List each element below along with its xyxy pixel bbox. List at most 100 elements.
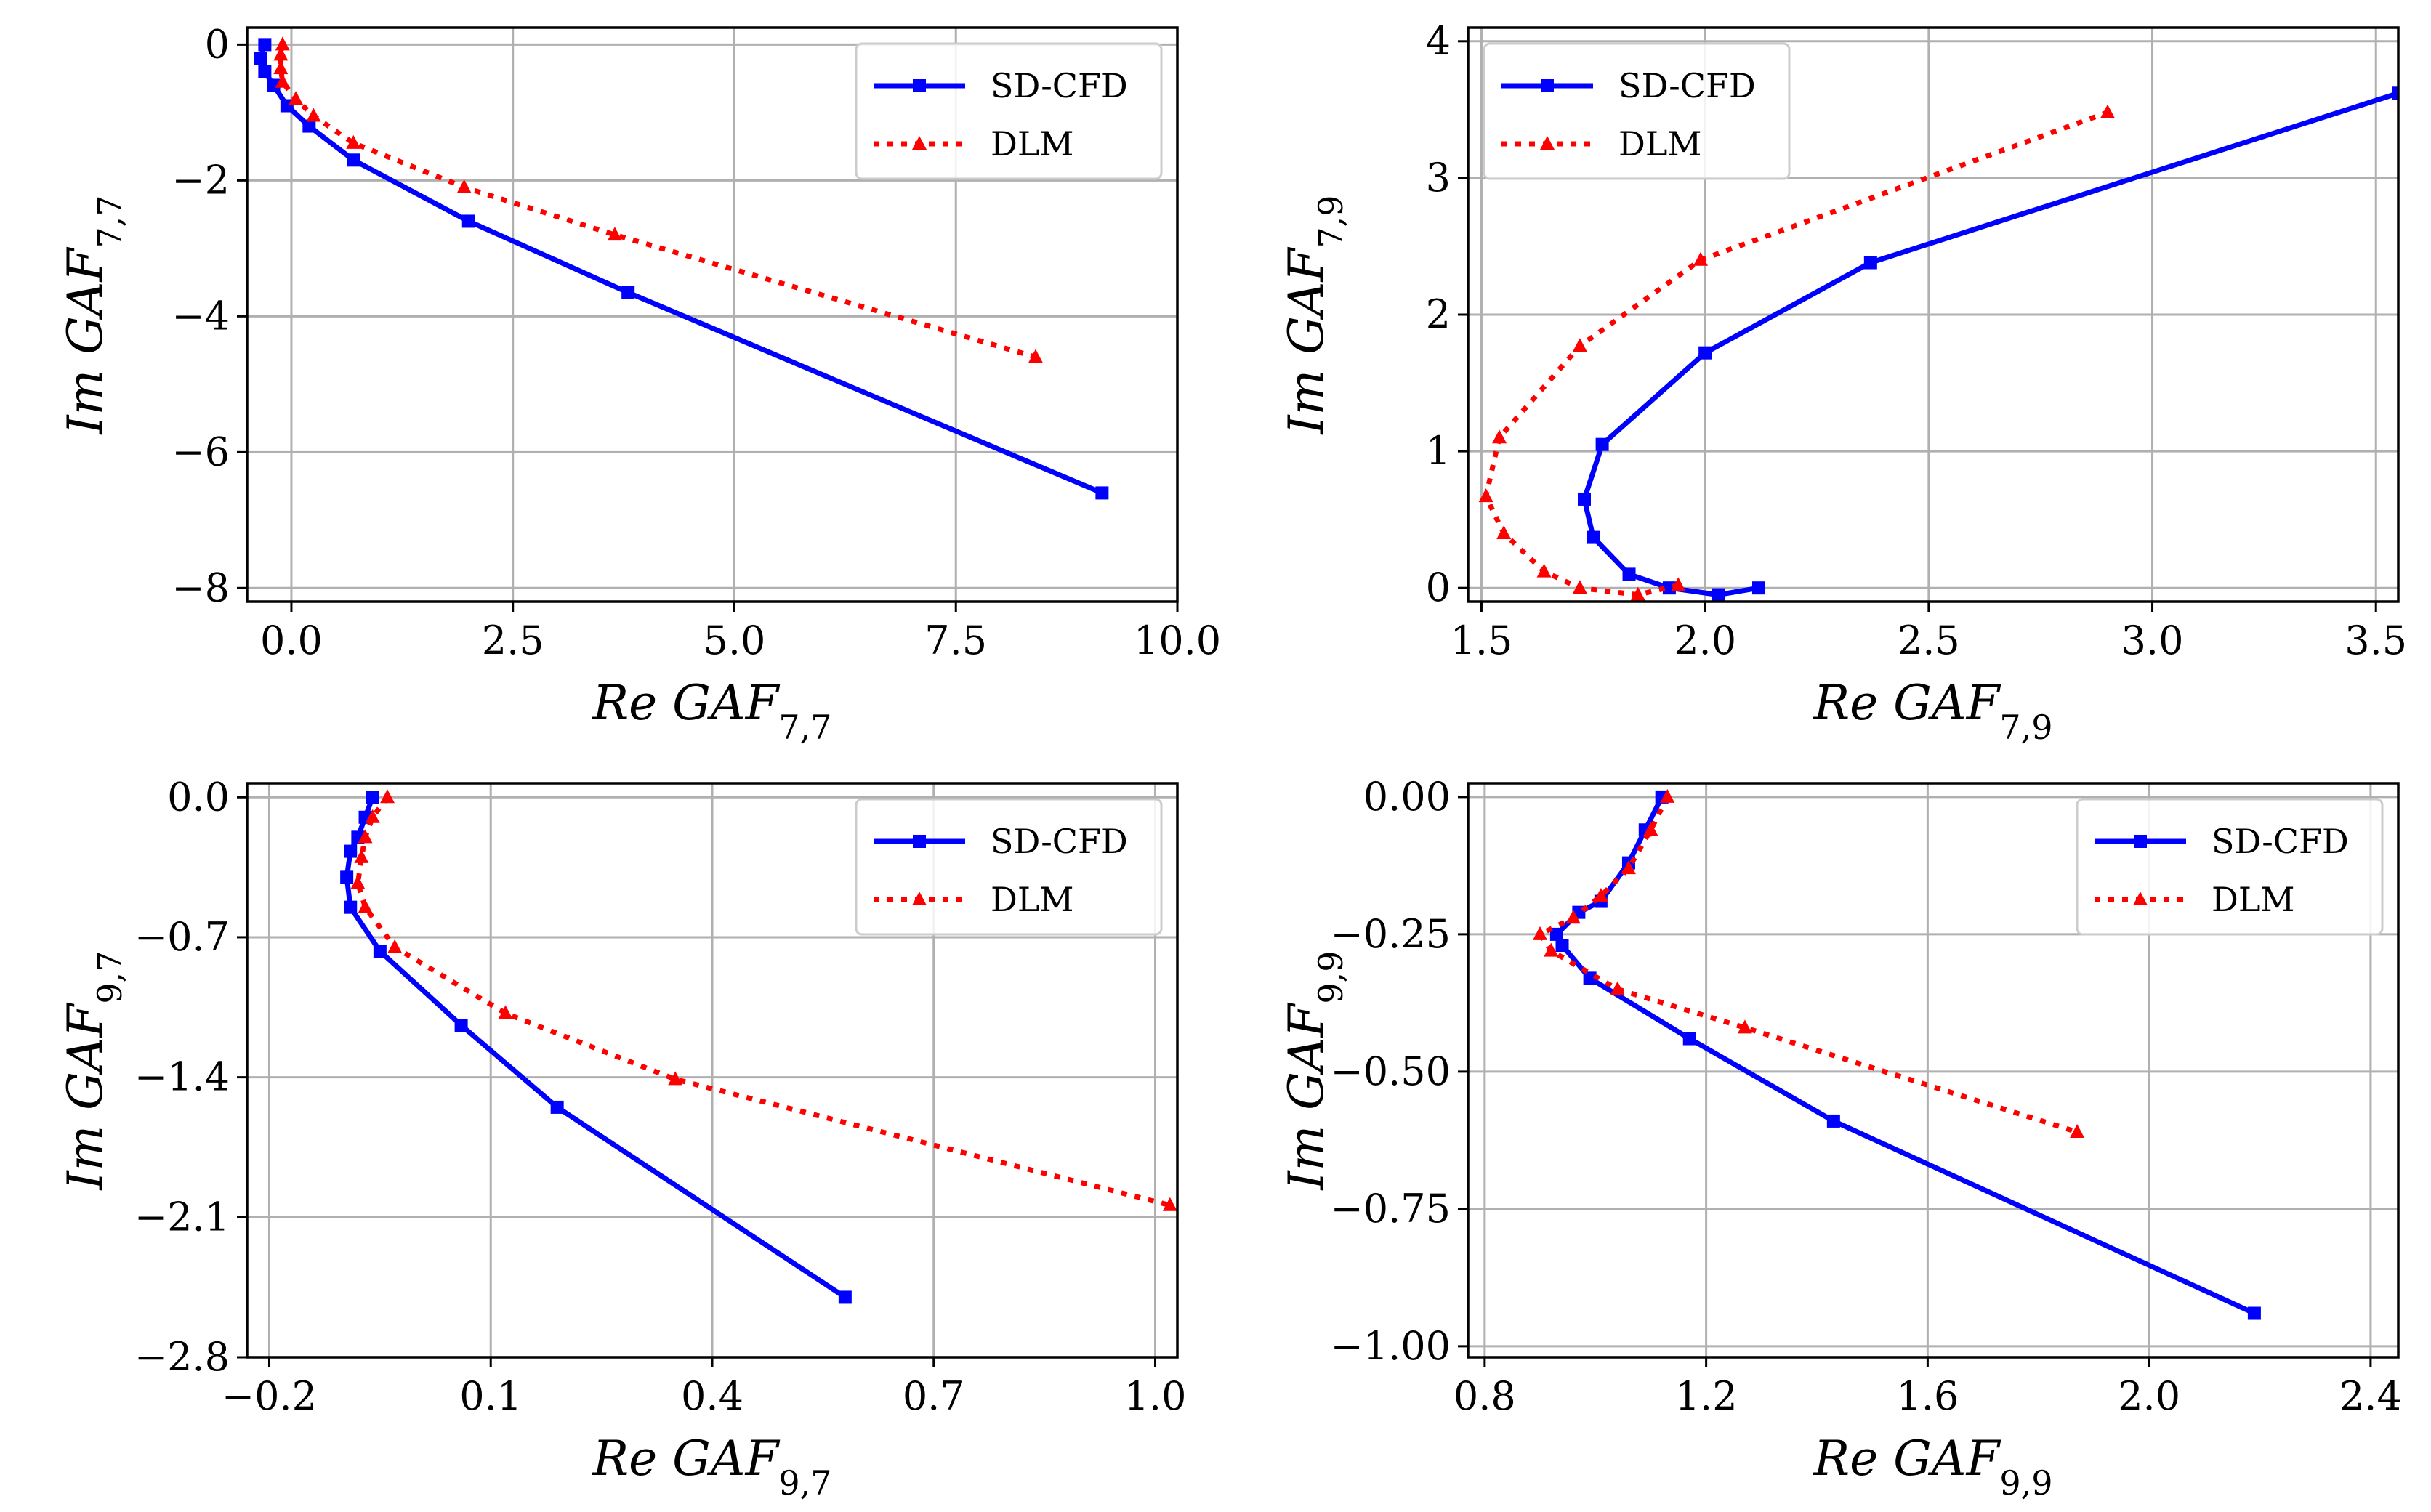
x-axis-label: Re GAF9,9 — [1813, 1431, 2052, 1503]
data-point-sd-cfd — [621, 286, 635, 299]
data-point-dlm — [1630, 586, 1645, 601]
data-point-sd-cfd — [258, 38, 272, 52]
data-point-sd-cfd — [344, 900, 358, 914]
data-point-sd-cfd — [1587, 530, 1600, 544]
axes-frame — [246, 26, 1179, 603]
data-point-dlm — [668, 1071, 683, 1086]
legend-marker — [1541, 79, 1554, 92]
data-point-dlm — [306, 108, 321, 122]
data-point-dlm — [1478, 488, 1493, 503]
legend: SD-CFD DLM — [855, 42, 1163, 180]
data-point-sd-cfd — [373, 945, 387, 958]
data-point-dlm — [1162, 1197, 1177, 1211]
panel-gaf79: 1.5 2.0 2.5 3.0 3.5 0 1 2 3 4 Re GAF7,9 Im GAF7,9 SD… — [1278, 18, 2407, 747]
x-axis-label: Re GAF7,7 — [592, 675, 831, 747]
y-tick-label: −6 — [172, 429, 230, 474]
data-point-dlm — [358, 829, 373, 844]
data-point-dlm — [498, 1005, 513, 1019]
y-tick-label: −8 — [172, 565, 230, 610]
axes-frame — [1467, 782, 2400, 1359]
series-line-dlm — [355, 796, 1171, 1208]
x-tick-label: 5.0 — [704, 618, 766, 663]
data-point-sd-cfd — [267, 78, 281, 92]
data-point-dlm — [2100, 104, 2115, 118]
legend-label-sd-cfd: SD-CFD — [2212, 822, 2349, 861]
data-point-dlm — [1693, 251, 1708, 266]
data-point-dlm — [607, 227, 622, 241]
legend-marker — [2134, 835, 2147, 848]
legend-label-sd-cfd: SD-CFD — [991, 66, 1128, 105]
data-point-sd-cfd — [838, 1290, 852, 1304]
data-point-dlm — [1572, 580, 1587, 594]
plot-area — [340, 789, 1177, 1304]
data-point-sd-cfd — [461, 214, 475, 228]
data-point-sd-cfd — [1863, 256, 1877, 270]
data-point-sd-cfd — [1095, 486, 1109, 500]
data-point-dlm — [2070, 1124, 2085, 1139]
data-point-dlm — [1593, 887, 1608, 902]
data-point-dlm — [1536, 563, 1552, 578]
data-point-dlm — [1660, 788, 1675, 803]
series-line-sd-cfd — [1581, 90, 2398, 598]
legend: SD-CFD DLM — [2076, 798, 2384, 936]
x-tick-label: 7.5 — [924, 618, 987, 663]
y-axis-label: Im GAF7,7 — [57, 195, 129, 435]
data-point-dlm — [365, 809, 380, 823]
panel-gaf77: 0.0 2.5 5.0 7.5 10.0 0 −2 −4 −6 −8 Re GAF7,7 Im GAF… — [57, 21, 1221, 747]
x-axis-label: Re GAF9,7 — [592, 1431, 831, 1503]
legend-marker — [913, 835, 926, 848]
data-point-sd-cfd — [1583, 971, 1597, 985]
data-point-dlm — [1737, 1019, 1752, 1034]
y-tick-label: −1.4 — [134, 1054, 230, 1100]
legend: SD-CFD DLM — [1483, 42, 1791, 180]
legend-label-dlm: DLM — [2212, 880, 2295, 919]
data-point-dlm — [456, 179, 472, 193]
y-tick-label: −0.25 — [1331, 911, 1451, 957]
x-tick-label: 1.0 — [1124, 1373, 1187, 1419]
data-point-dlm — [1565, 910, 1581, 924]
data-point-dlm — [346, 134, 361, 149]
x-tick-label: 0.8 — [1454, 1373, 1516, 1419]
legend-marker — [912, 136, 927, 150]
y-tick-label: 3 — [1426, 155, 1451, 201]
ticks: 0.8 1.2 1.6 2.0 2.4 0.00 −0.25 −0.50 −0.75 −1.00 — [1331, 774, 2402, 1419]
ticks: 1.5 2.0 2.5 3.0 3.5 0 1 2 3 4 — [1426, 18, 2408, 663]
grid — [247, 783, 1177, 1359]
data-point-dlm — [275, 36, 290, 51]
data-point-dlm — [1610, 981, 1625, 995]
x-tick-label: 0.1 — [459, 1373, 522, 1419]
data-point-sd-cfd — [1578, 492, 1591, 506]
y-tick-label: −0.7 — [134, 914, 230, 960]
data-point-dlm — [358, 899, 373, 913]
data-point-dlm — [380, 789, 395, 804]
legend-marker — [2133, 892, 2148, 905]
y-axis-label: Im GAF9,7 — [57, 951, 129, 1191]
data-point-dlm — [1572, 338, 1587, 352]
x-tick-label: 1.5 — [1451, 618, 1513, 663]
x-tick-label: 1.2 — [1675, 1373, 1738, 1419]
data-point-dlm — [1671, 577, 1686, 591]
data-point-sd-cfd — [1595, 437, 1609, 451]
plot-area — [254, 36, 1109, 500]
data-point-dlm — [1621, 860, 1636, 875]
y-tick-label: 4 — [1426, 18, 1451, 64]
legend-label-dlm: DLM — [991, 124, 1074, 163]
data-point-dlm — [1028, 349, 1043, 363]
y-tick-label: 0.00 — [1363, 774, 1451, 820]
data-point-sd-cfd — [1622, 567, 1636, 581]
legend-label-sd-cfd: SD-CFD — [991, 822, 1128, 861]
legend-marker — [913, 79, 926, 92]
data-point-sd-cfd — [340, 870, 354, 884]
x-tick-label: 3.0 — [2121, 618, 2184, 663]
data-point-dlm — [1492, 429, 1507, 444]
x-tick-label: 2.5 — [482, 618, 544, 663]
y-tick-label: 0 — [1426, 565, 1451, 610]
data-point-sd-cfd — [1549, 927, 1563, 941]
data-point-dlm — [354, 849, 369, 863]
data-point-sd-cfd — [1752, 581, 1765, 595]
y-tick-label: 0.0 — [167, 774, 230, 820]
data-point-dlm — [350, 875, 366, 889]
series-line-dlm — [1537, 796, 2079, 1135]
y-tick-label: 1 — [1426, 428, 1451, 474]
